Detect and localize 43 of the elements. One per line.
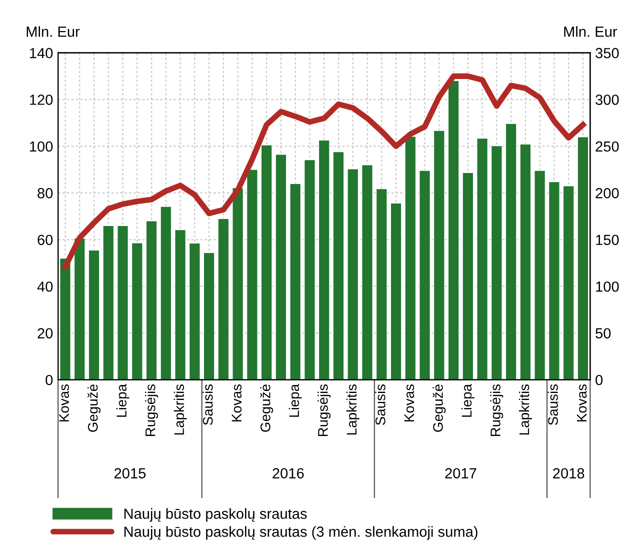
- x-tick-label: Kovas: [232, 384, 242, 422]
- x-tick-label: Liepa: [116, 384, 130, 417]
- y2-tick-label: 50: [596, 328, 611, 338]
- y-tick-label: 40: [37, 281, 53, 292]
- y-tick-label: 140: [30, 48, 53, 58]
- text: 2018: [553, 468, 584, 478]
- x-tick-label: Kovas: [404, 384, 414, 422]
- y-tick-label: 80: [38, 188, 53, 198]
- x-tick-label: Gegužė: [260, 384, 274, 432]
- y-tick-label: 60: [38, 234, 53, 246]
- y2-tick-label: 0: [596, 374, 603, 386]
- legend-label: Naujų būsto paskolų srautas: [124, 508, 307, 522]
- y2-tick-label: 150: [596, 234, 619, 246]
- y-tick-label: 100: [30, 141, 53, 152]
- x-tick-label: Kovas: [576, 384, 587, 422]
- y2-tick-label: 250: [596, 141, 619, 152]
- x-tick-label: Sausis: [375, 384, 386, 425]
- x-tick-label: Liepa: [461, 384, 474, 417]
- x-tick-label: Lapkritis: [174, 384, 187, 434]
- y2-tick-label: 350: [596, 48, 619, 58]
- y-tick-label: 0: [46, 374, 53, 386]
- legend-label: Naujų būsto paskolų srautas (3 mėn. slenkamoji suma): [124, 526, 478, 540]
- x-tick-label: Sausis: [548, 384, 558, 425]
- x-tick-label: Rugsėjis: [145, 384, 158, 436]
- x-tick-label: Lapkritis: [346, 384, 360, 434]
- text: 2017: [445, 468, 476, 478]
- y2-tick-label: 100: [596, 281, 619, 292]
- x-tick-label: Gegužė: [432, 384, 446, 432]
- y-tick-label: 20: [38, 328, 53, 338]
- x-tick-label: Kovas: [59, 384, 69, 422]
- y2-axis-title: Mln. Eur: [564, 26, 618, 37]
- y2-tick-label: 200: [596, 188, 619, 198]
- x-tick-label: Lapkritis: [518, 384, 532, 434]
- x-tick-label: Liepa: [288, 384, 302, 417]
- text: 2015: [114, 468, 146, 478]
- x-tick-label: Sausis: [202, 384, 213, 425]
- x-tick-label: Rugsėjis: [318, 384, 331, 436]
- text: 2016: [272, 468, 304, 478]
- y-axis-title: Mln. Eur: [26, 26, 80, 37]
- y2-tick-label: 300: [596, 94, 619, 105]
- x-tick-label: Gegužė: [88, 384, 101, 432]
- y-tick-label: 120: [30, 94, 53, 105]
- x-tick-label: Rugsėjis: [490, 384, 504, 436]
